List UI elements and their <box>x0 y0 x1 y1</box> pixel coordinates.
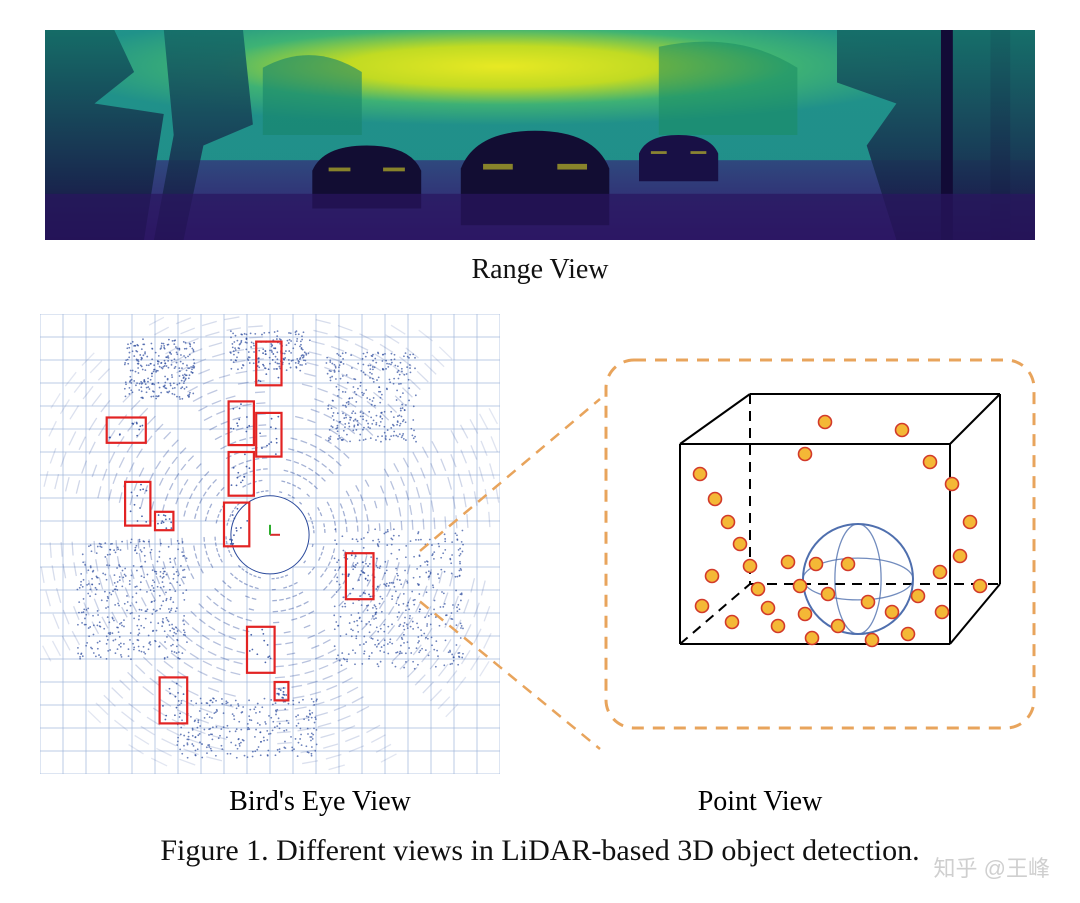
row-bev-pv <box>40 314 1040 774</box>
bev-label: Bird's Eye View <box>100 786 540 818</box>
range-view-panel <box>45 30 1035 240</box>
birds-eye-view-panel <box>40 314 500 774</box>
range-view-label: Range View <box>40 254 1040 286</box>
pv-wrap <box>600 354 1040 739</box>
bev-wrap <box>40 314 500 774</box>
point-view-panel <box>600 354 1040 734</box>
watermark: 知乎 @王峰 <box>934 851 1050 883</box>
callout-lines <box>510 314 590 774</box>
figure-caption: Figure 1. Different views in LiDAR-based… <box>40 834 1040 868</box>
row2-labels: Bird's Eye View Point View <box>100 786 980 818</box>
pv-label: Point View <box>540 786 980 818</box>
